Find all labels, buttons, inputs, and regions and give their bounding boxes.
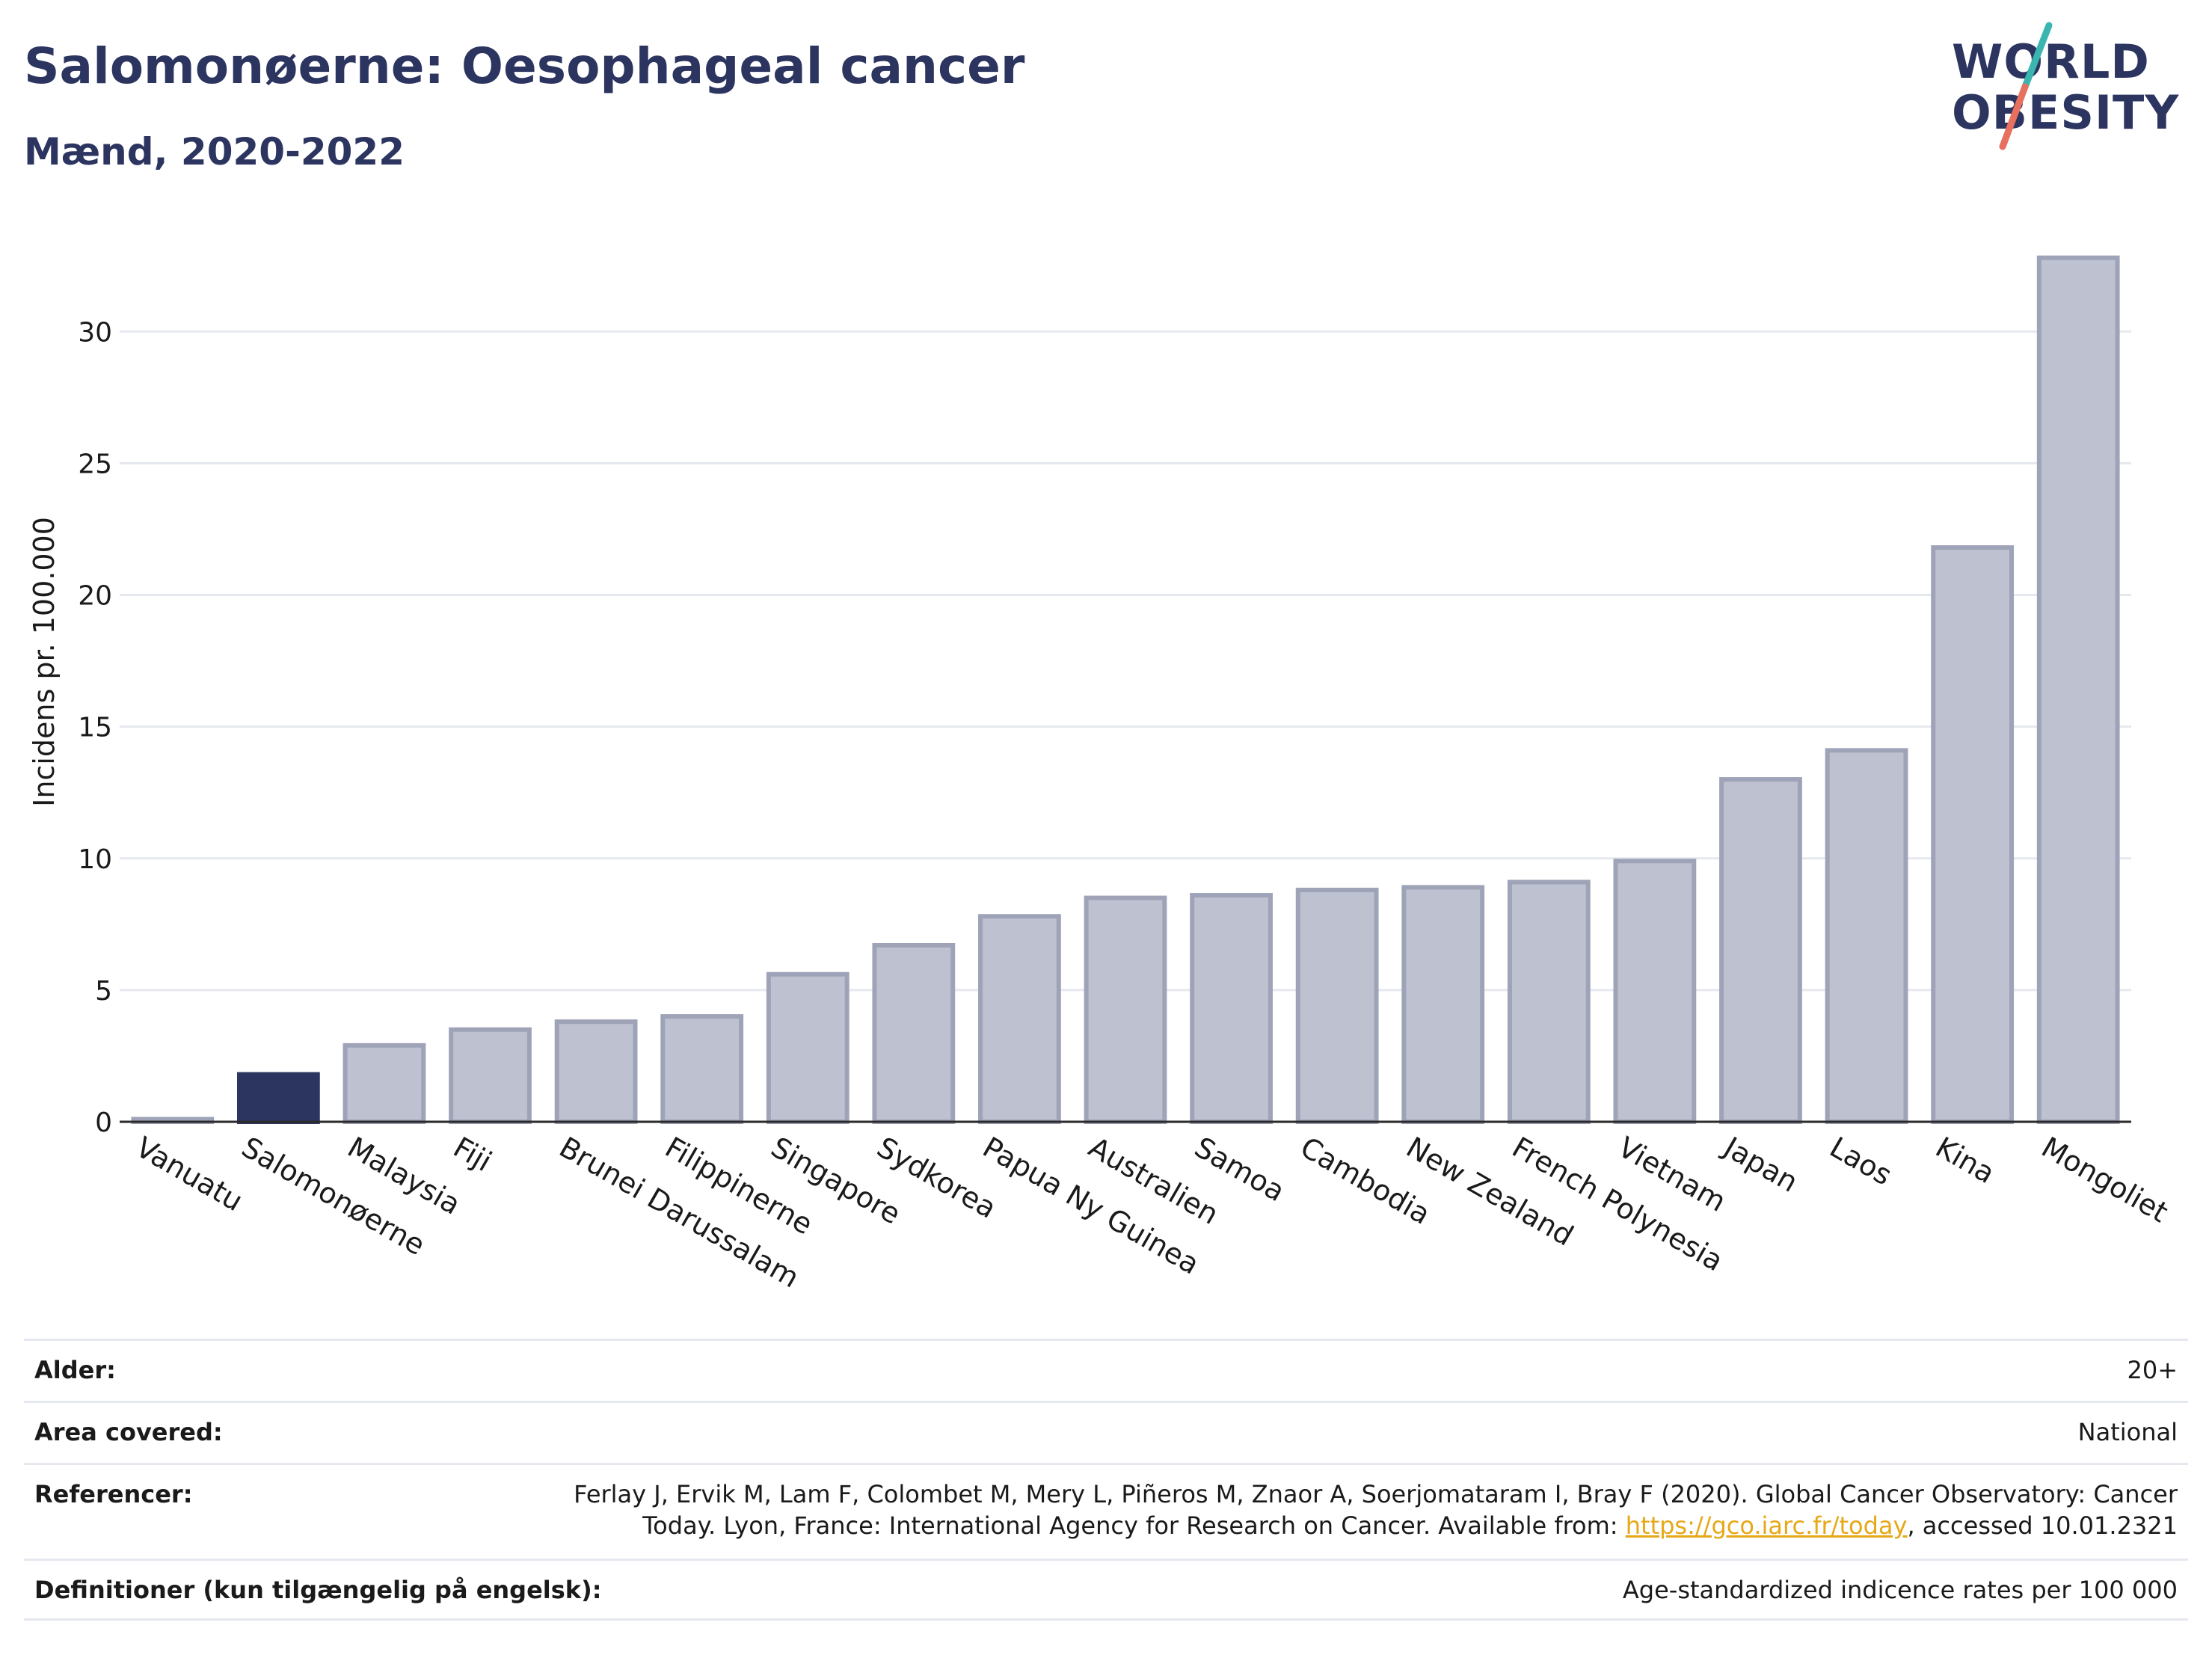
bar-mongoliet xyxy=(2036,255,2120,1124)
x-tick-label: Fiji xyxy=(448,1131,497,1178)
bar-filippinerne xyxy=(660,1014,744,1125)
logo-text-line1: WORLD xyxy=(1952,34,2150,89)
y-tick-label: 20 xyxy=(78,581,112,612)
meta-value-references: Ferlay J, Ervik M, Lam F, Colombet M, Me… xyxy=(570,1479,2178,1541)
y-tick-label: 5 xyxy=(95,976,112,1007)
y-tick-label: 0 xyxy=(95,1108,112,1138)
y-tick-label: 10 xyxy=(78,844,112,875)
reference-text: Ferlay J, Ervik M, Lam F, Colombet M, Me… xyxy=(574,1480,2178,1540)
meta-row-references: Referencer: Ferlay J, Ervik M, Lam F, Co… xyxy=(24,1463,2188,1559)
bar-malaysia xyxy=(342,1043,426,1124)
bar-vietnam xyxy=(1613,859,1697,1124)
bar-singapore xyxy=(766,971,850,1125)
y-tick-label: 30 xyxy=(78,317,112,348)
x-tick-label: Vanuatu xyxy=(130,1131,248,1218)
bar-brunei-darussalam xyxy=(554,1019,638,1125)
reference-suffix: , accessed 10.01.2321 xyxy=(1907,1511,2178,1540)
meta-row-definitions: Definitioner (kun tilgængelig på engelsk… xyxy=(24,1559,2188,1621)
bar-samoa xyxy=(1190,893,1273,1125)
y-tick-label: 15 xyxy=(78,713,112,743)
y-tick-labels: 0 5 10 15 20 25 30 xyxy=(78,317,112,1138)
meta-label-definitions: Definitioner (kun tilgængelig på engelsk… xyxy=(34,1576,602,1604)
bar-laos xyxy=(1825,748,1908,1124)
x-tick-label: Mongoliet xyxy=(2036,1131,2174,1229)
x-tick-label: Salomonøerne xyxy=(236,1131,431,1262)
logo-slash-icon xyxy=(1999,22,2053,150)
bar-cambodia xyxy=(1295,888,1379,1124)
metadata-table: Alder: 20+ Area covered: National Refere… xyxy=(24,1339,2188,1621)
bar-papua-ny-guinea xyxy=(978,914,1061,1124)
chart-subtitle: Mænd, 2020-2022 xyxy=(24,130,405,174)
logo-text-line2: OBESITY xyxy=(1952,85,2180,140)
x-tick-label: Laos xyxy=(1825,1131,1898,1192)
bars xyxy=(131,255,2120,1125)
meta-row-age: Alder: 20+ xyxy=(24,1339,2188,1401)
bar-sydkorea xyxy=(872,943,956,1124)
x-tick-label: Kina xyxy=(1930,1131,2000,1191)
bar-salomonøerne xyxy=(236,1072,320,1125)
reference-link[interactable]: https://gco.iarc.fr/today xyxy=(1625,1511,1908,1540)
meta-label-area: Area covered: xyxy=(34,1418,223,1446)
meta-value-area: National xyxy=(2077,1418,2178,1446)
y-axis-label: Incidens pr. 100.000 xyxy=(28,517,61,807)
chart-title: Salomonøerne: Oesophageal cancer xyxy=(24,37,1025,95)
meta-value-age: 20+ xyxy=(2127,1356,2178,1384)
world-obesity-logo: WORLD OBESITY xyxy=(1952,19,2199,162)
bar-kina xyxy=(1931,545,2015,1125)
bar-new-zealand xyxy=(1401,885,1485,1124)
bar-australien xyxy=(1084,895,1167,1124)
bar-chart: 0 5 10 15 20 25 30 VanuatuSalomonøerneMalaysia… xyxy=(28,255,2174,1295)
meta-label-age: Alder: xyxy=(34,1356,116,1384)
bar-fiji xyxy=(449,1027,532,1125)
meta-label-references: Referencer: xyxy=(34,1480,193,1508)
bar-french-polynesia xyxy=(1507,879,1591,1125)
y-tick-label: 25 xyxy=(78,449,112,479)
bar-japan xyxy=(1719,777,1802,1124)
meta-value-definitions: Age-standardized indicence rates per 100… xyxy=(1622,1576,2178,1604)
meta-row-area: Area covered: National xyxy=(24,1401,2188,1463)
